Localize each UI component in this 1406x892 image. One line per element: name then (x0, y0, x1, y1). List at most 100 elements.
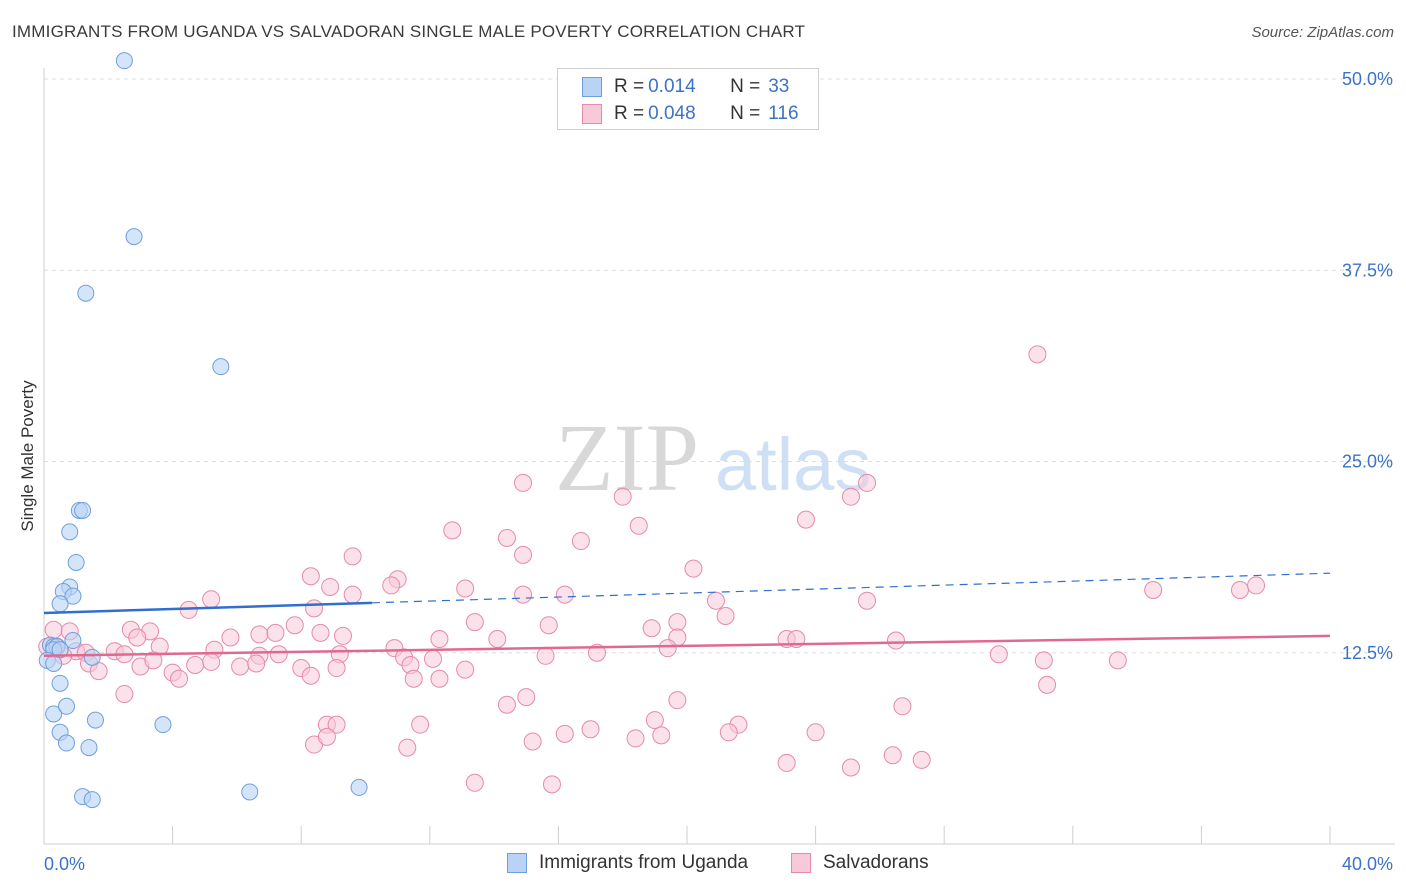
y-tick-label: 25.0% (1342, 452, 1393, 472)
legend-r-label: R = (614, 76, 645, 97)
salvadoran-point (305, 599, 324, 618)
salvadoran-point (44, 620, 63, 639)
salvadoran-point (221, 628, 240, 647)
salvadoran-point (571, 532, 590, 551)
y-tick-label: 37.5% (1342, 260, 1393, 280)
trend-lines (43, 572, 1331, 658)
gridlines (44, 78, 1395, 654)
x-tick-label: 0.0% (44, 854, 85, 874)
salvadoran-point (989, 645, 1008, 664)
bottom-legend: Immigrants from Uganda Salvadorans (0, 852, 1406, 878)
uganda-point (83, 648, 101, 666)
salvadoran-point (144, 651, 163, 670)
salvadoran-point (642, 619, 661, 638)
uganda-point (64, 587, 82, 605)
salvadoran-point (321, 577, 340, 596)
salvadoran-point (858, 473, 877, 492)
legend-swatch-blue (582, 77, 602, 97)
salvadoran-point (841, 487, 860, 506)
legend-r-value: 0.048 (648, 103, 696, 124)
salvadoran-point (202, 652, 221, 671)
uganda-point (212, 358, 230, 376)
y-tick-label: 50.0% (1342, 69, 1393, 89)
salvadoran-point (514, 473, 533, 492)
uganda-point (86, 711, 104, 729)
salvadoran-point (626, 729, 645, 748)
salvadoran-point (430, 629, 449, 648)
salvadoran-point (285, 616, 304, 635)
x-tick-label: 40.0% (1342, 854, 1393, 874)
uganda-point (154, 716, 172, 734)
salvadoran-point (311, 623, 330, 642)
salvadoran-point (456, 660, 475, 679)
salvadoran-point (317, 727, 336, 746)
uganda-point (45, 654, 63, 672)
salvadoran-point (886, 631, 905, 650)
salvadoran-point (658, 639, 677, 658)
legend-r-value: 0.014 (648, 76, 696, 97)
uganda-point (67, 553, 85, 571)
salvadoran-point (424, 649, 443, 668)
salvadoran-point (555, 585, 574, 604)
salvadoran-point (514, 545, 533, 564)
salvadoran-point (716, 607, 735, 626)
salvadoran-point (343, 585, 362, 604)
salvadoran-point (333, 626, 352, 645)
axes (43, 68, 1395, 845)
bottom-legend-label-salvadorans: Salvadorans (823, 852, 929, 873)
salvadoran-point (629, 516, 648, 535)
salvadoran-point (231, 657, 250, 676)
salvadoran-point (668, 613, 687, 632)
salvadoran-point (128, 628, 147, 647)
salvadoran-point (841, 758, 860, 777)
salvadoran-point (115, 685, 134, 704)
legend-swatch-pink (582, 104, 602, 124)
salvadoran-point (266, 623, 285, 642)
legend-n-value: 116 (768, 103, 799, 124)
salvadoran-point (1247, 576, 1266, 595)
salvadoran-point (668, 691, 687, 710)
bottom-legend-swatch-pink (791, 853, 811, 873)
uganda-point (74, 501, 92, 519)
source-label: Source: ZipAtlas.com (1251, 24, 1394, 41)
salvadoran-point (488, 629, 507, 648)
salvadoran-point (613, 487, 632, 506)
salvadoran-point (652, 726, 671, 745)
uganda-point (125, 228, 143, 246)
salvadoran-point (443, 521, 462, 540)
y-tick-label: 12.5% (1342, 643, 1393, 663)
chart-title: IMMIGRANTS FROM UGANDA VS SALVADORAN SIN… (12, 22, 806, 41)
legend-n-value: 33 (768, 76, 790, 97)
salvadoran-point (411, 715, 430, 734)
salvadoran-point (301, 567, 320, 586)
uganda-points (38, 52, 368, 809)
uganda-point (58, 734, 76, 752)
salvadoran-point (398, 738, 417, 757)
salvadoran-point (343, 547, 362, 566)
salvadoran-point (382, 576, 401, 595)
salvadorans-points (38, 345, 1266, 794)
salvadoran-point (555, 724, 574, 743)
legend-row-salvadorans: R = 0.048 N = 116 (582, 102, 799, 126)
bottom-legend-salvadorans: Salvadorans (791, 852, 929, 874)
salvadoran-point (327, 715, 346, 734)
salvadoran-point (539, 616, 558, 635)
uganda-point (83, 791, 101, 809)
salvadoran-point (645, 711, 664, 730)
uganda-point (241, 783, 259, 801)
salvadoran-point (430, 669, 449, 688)
salvadoran-point (523, 732, 542, 751)
salvadoran-point (684, 559, 703, 578)
uganda-point (80, 739, 98, 757)
salvadoran-point (536, 646, 555, 665)
salvadoran-point (186, 655, 205, 674)
salvadoran-point (806, 723, 825, 742)
uganda-trend-solid (43, 601, 372, 615)
salvadoran-point (796, 510, 815, 529)
uganda-point (350, 778, 368, 796)
salvadoran-point (247, 654, 266, 673)
salvadoran-point (250, 625, 269, 644)
y-tick-labels: 12.5% 25.0% 37.5% 50.0% (1342, 69, 1393, 663)
salvadoran-point (497, 529, 516, 547)
